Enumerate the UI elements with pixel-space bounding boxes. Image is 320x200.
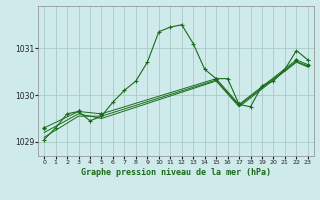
X-axis label: Graphe pression niveau de la mer (hPa): Graphe pression niveau de la mer (hPa) — [81, 168, 271, 177]
